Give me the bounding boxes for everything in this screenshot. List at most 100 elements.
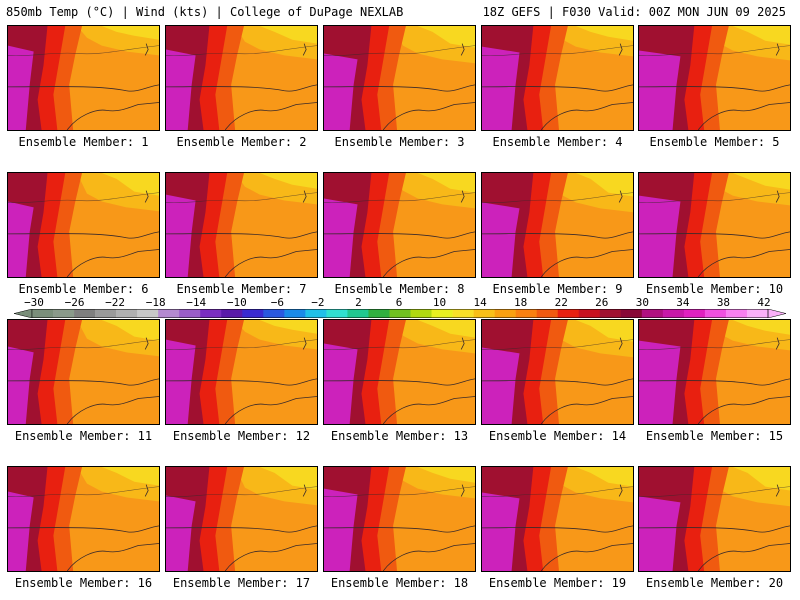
temperature-map [324,26,475,130]
colorbar-tick-label: 10 [432,296,447,309]
colorbar-swatch [116,309,138,318]
temperature-map [8,173,159,277]
ensemble-member-label: Ensemble Member: 4 [492,135,623,149]
temperature-map [324,320,475,424]
temperature-map [166,173,317,277]
ensemble-panel [323,172,476,278]
colorbar-swatch [746,309,769,318]
colorbar-swatch [137,309,159,318]
ensemble-panel [481,172,634,278]
ensemble-member-label: Ensemble Member: 20 [645,576,784,590]
colorbar-swatch [389,309,411,318]
colorbar-tick-label: −26 [64,296,85,309]
colorbar-swatch [179,309,201,318]
temperature-map [639,467,790,571]
temperature-map [8,26,159,130]
colorbar-tick-label: −22 [105,296,126,309]
ensemble-member-label: Ensemble Member: 8 [334,282,465,296]
header-left-title: 850mb Temp (°C) | Wind (kts) | College o… [6,5,404,19]
colorbar-tick-label: −10 [226,296,247,309]
colorbar-min-arrow [14,309,33,318]
colorbar-swatch [305,309,327,318]
colorbar-tick-label: 38 [716,296,731,309]
ensemble-panel [7,172,160,278]
ensemble-member-label: Ensemble Member: 12 [172,429,311,443]
colorbar-tick-label: 30 [635,296,649,309]
colorbar-swatch [158,309,180,318]
temperature-map [166,26,317,130]
ensemble-member-label: Ensemble Member: 14 [488,429,627,443]
colorbar-swatch [284,309,306,318]
ensemble-member-label: Ensemble Member: 3 [334,135,465,149]
temperature-map [482,26,633,130]
colorbar-swatch [368,309,390,318]
colorbar-swatch [242,309,264,318]
colorbar-tick-label: 26 [595,296,609,309]
temperature-map [166,320,317,424]
colorbar-swatch [326,309,348,318]
colorbar-tick-label: 42 [757,296,771,309]
colorbar-swatch [515,309,537,318]
colorbar-tick-label: −18 [145,296,166,309]
colorbar-swatch [620,309,643,318]
colorbar-swatch [578,309,601,318]
temperature-map [482,173,633,277]
ensemble-panel [165,172,318,278]
ensemble-panel [323,319,476,425]
ensemble-member-label: Ensemble Member: 17 [172,576,311,590]
ensemble-panel [638,319,791,425]
colorbar-tick-label: 18 [514,296,528,309]
colorbar-swatch [431,309,453,318]
colorbar-tick-label: −2 [311,296,325,309]
ensemble-panel [638,466,791,572]
ensemble-panel [165,25,318,131]
temperature-map [639,173,790,277]
header: 850mb Temp (°C) | Wind (kts) | College o… [6,4,786,20]
temperature-map [482,320,633,424]
colorbar-labels: −30 −26 −22 −18 −14 −10 −6 −2 2 6 10 14 18 22 26 30 34 38… [0,297,800,309]
temperature-map [639,320,790,424]
colorbar-swatch [452,309,474,318]
colorbar-swatch [347,309,369,318]
colorbar-swatch [683,309,706,318]
colorbar-tick-label: 2 [355,296,362,309]
temperature-map [324,173,475,277]
ensemble-panel [7,319,160,425]
ensemble-member-label: Ensemble Member: 6 [18,282,149,296]
ensemble-panel [323,25,476,131]
colorbar-tick-label: −30 [24,296,44,309]
colorbar-swatch [74,309,96,318]
ensemble-member-label: Ensemble Member: 10 [645,282,784,296]
colorbar-swatch [200,309,222,318]
ensemble-member-label: Ensemble Member: 7 [176,282,307,296]
ensemble-member-label: Ensemble Member: 18 [330,576,469,590]
colorbar-tick-label: −6 [270,296,284,309]
ensemble-member-label: Ensemble Member: 9 [492,282,623,296]
ensemble-member-label: Ensemble Member: 5 [649,135,780,149]
colorbar-tick-label: −14 [186,296,207,309]
ensemble-member-label: Ensemble Member: 2 [176,135,307,149]
colorbar-swatch [662,309,685,318]
temperature-map [639,26,790,130]
temperature-map [8,467,159,571]
temperature-map [166,467,317,571]
colorbar-swatch [410,309,432,318]
colorbar-tick-label: 22 [554,296,568,309]
colorbar-tick-label: 14 [473,296,487,309]
colorbar-swatch [263,309,285,318]
ensemble-member-label: Ensemble Member: 19 [488,576,627,590]
ensemble-panel [638,25,791,131]
ensemble-member-label: Ensemble Member: 15 [645,429,784,443]
colorbar-swatch [704,309,727,318]
ensemble-panel [7,466,160,572]
colorbar-tick-label: 6 [395,296,403,309]
ensemble-panel [165,466,318,572]
ensemble-panel [165,319,318,425]
colorbar-swatch [32,309,54,318]
colorbar-swatch [725,309,748,318]
colorbar-swatch [599,309,622,318]
temperature-map [8,320,159,424]
ensemble-panel [481,319,634,425]
ensemble-member-label: Ensemble Member: 13 [330,429,469,443]
colorbar-swatch [641,309,664,318]
